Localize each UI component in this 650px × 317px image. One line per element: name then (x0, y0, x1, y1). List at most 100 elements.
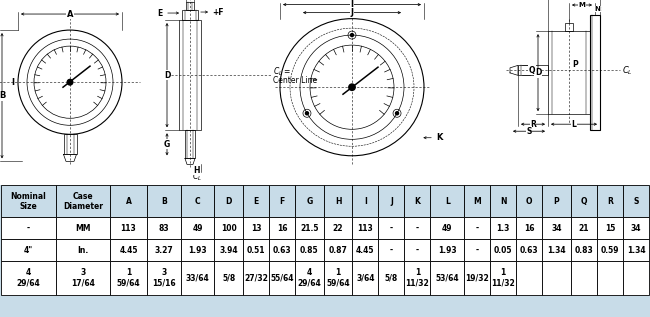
Bar (571, 239, 597, 261)
Bar (352, 261, 378, 295)
Bar (542, 261, 571, 295)
Bar (542, 217, 571, 239)
Bar (490, 217, 516, 239)
Bar (147, 217, 181, 239)
Text: 16: 16 (277, 224, 287, 233)
Bar (597, 217, 623, 239)
Text: 1
59/64: 1 59/64 (326, 268, 350, 288)
Text: E: E (254, 197, 259, 206)
Text: In.: In. (77, 246, 88, 255)
Text: 1.34: 1.34 (627, 246, 645, 255)
Bar (111, 239, 147, 261)
Bar (147, 261, 181, 295)
Text: 0.63: 0.63 (520, 246, 539, 255)
Text: C: C (194, 197, 200, 206)
Text: L: L (571, 120, 577, 129)
Text: I: I (12, 78, 14, 87)
Bar (181, 261, 214, 295)
Bar (430, 239, 464, 261)
Text: 4.45: 4.45 (356, 246, 374, 255)
Bar (623, 261, 649, 295)
Text: P: P (554, 197, 560, 206)
Bar (1, 185, 56, 217)
Bar (324, 185, 352, 217)
Text: I: I (350, 0, 354, 9)
Text: 0.59: 0.59 (601, 246, 619, 255)
Text: P: P (572, 60, 578, 69)
Text: A: A (125, 197, 131, 206)
Bar (295, 239, 324, 261)
Bar (1, 261, 56, 295)
Bar (324, 239, 352, 261)
Bar (185, 130, 195, 158)
Bar (56, 239, 111, 261)
Bar (571, 185, 597, 217)
Text: 53/64: 53/64 (436, 274, 459, 283)
Text: -: - (390, 246, 393, 255)
Text: K: K (415, 197, 421, 206)
Text: M: M (473, 197, 481, 206)
Text: 1
59/64: 1 59/64 (117, 268, 140, 288)
Bar (571, 217, 597, 239)
Bar (295, 217, 324, 239)
Bar (464, 185, 490, 217)
Text: N: N (595, 6, 601, 12)
Text: 4.45: 4.45 (119, 246, 138, 255)
Circle shape (306, 112, 309, 115)
Text: 1.34: 1.34 (547, 246, 566, 255)
Text: 3
17/64: 3 17/64 (71, 268, 95, 288)
Text: 0.05: 0.05 (494, 246, 512, 255)
Bar (518, 65, 548, 75)
Bar (111, 217, 147, 239)
Text: 21: 21 (578, 224, 589, 233)
Bar (542, 239, 571, 261)
Text: R: R (607, 197, 613, 206)
Text: 33/64: 33/64 (186, 274, 209, 283)
Bar (243, 185, 269, 217)
Text: G: G (164, 140, 170, 149)
Bar (404, 239, 430, 261)
Bar (404, 185, 430, 217)
Bar (324, 217, 352, 239)
Bar (295, 185, 324, 217)
Bar (571, 261, 597, 295)
Bar (64, 134, 77, 154)
Bar (1, 239, 56, 261)
Bar (295, 261, 324, 295)
Text: $C_L$: $C_L$ (622, 64, 632, 77)
Bar (404, 217, 430, 239)
Text: G: G (306, 197, 313, 206)
Text: 16: 16 (524, 224, 534, 233)
Bar (464, 239, 490, 261)
Bar (464, 261, 490, 295)
Bar (214, 261, 243, 295)
Text: 15: 15 (604, 224, 615, 233)
Text: Nominal
Size: Nominal Size (10, 192, 46, 211)
Bar (623, 185, 649, 217)
Text: 5/8: 5/8 (385, 274, 398, 283)
Bar (214, 185, 243, 217)
Circle shape (396, 112, 398, 115)
Bar (516, 185, 542, 217)
Text: 49: 49 (442, 224, 452, 233)
Text: 1.3: 1.3 (497, 224, 510, 233)
Text: 4
29/64: 4 29/64 (16, 268, 40, 288)
Circle shape (350, 34, 354, 36)
Text: 21.5: 21.5 (300, 224, 318, 233)
Bar (182, 10, 198, 20)
Text: E: E (158, 9, 163, 17)
Bar (324, 261, 352, 295)
Text: $C_L$: $C_L$ (192, 171, 202, 183)
Text: 0.63: 0.63 (273, 246, 291, 255)
Text: S: S (633, 197, 639, 206)
Bar (179, 20, 201, 130)
Text: 4": 4" (23, 246, 33, 255)
Bar (464, 217, 490, 239)
Text: 22: 22 (333, 224, 343, 233)
Text: 113: 113 (358, 224, 373, 233)
Text: $C_L$: $C_L$ (64, 8, 75, 20)
Text: 3.94: 3.94 (220, 246, 238, 255)
Text: 49: 49 (192, 224, 203, 233)
Text: 1
11/32: 1 11/32 (491, 268, 515, 288)
Text: M: M (578, 2, 586, 8)
